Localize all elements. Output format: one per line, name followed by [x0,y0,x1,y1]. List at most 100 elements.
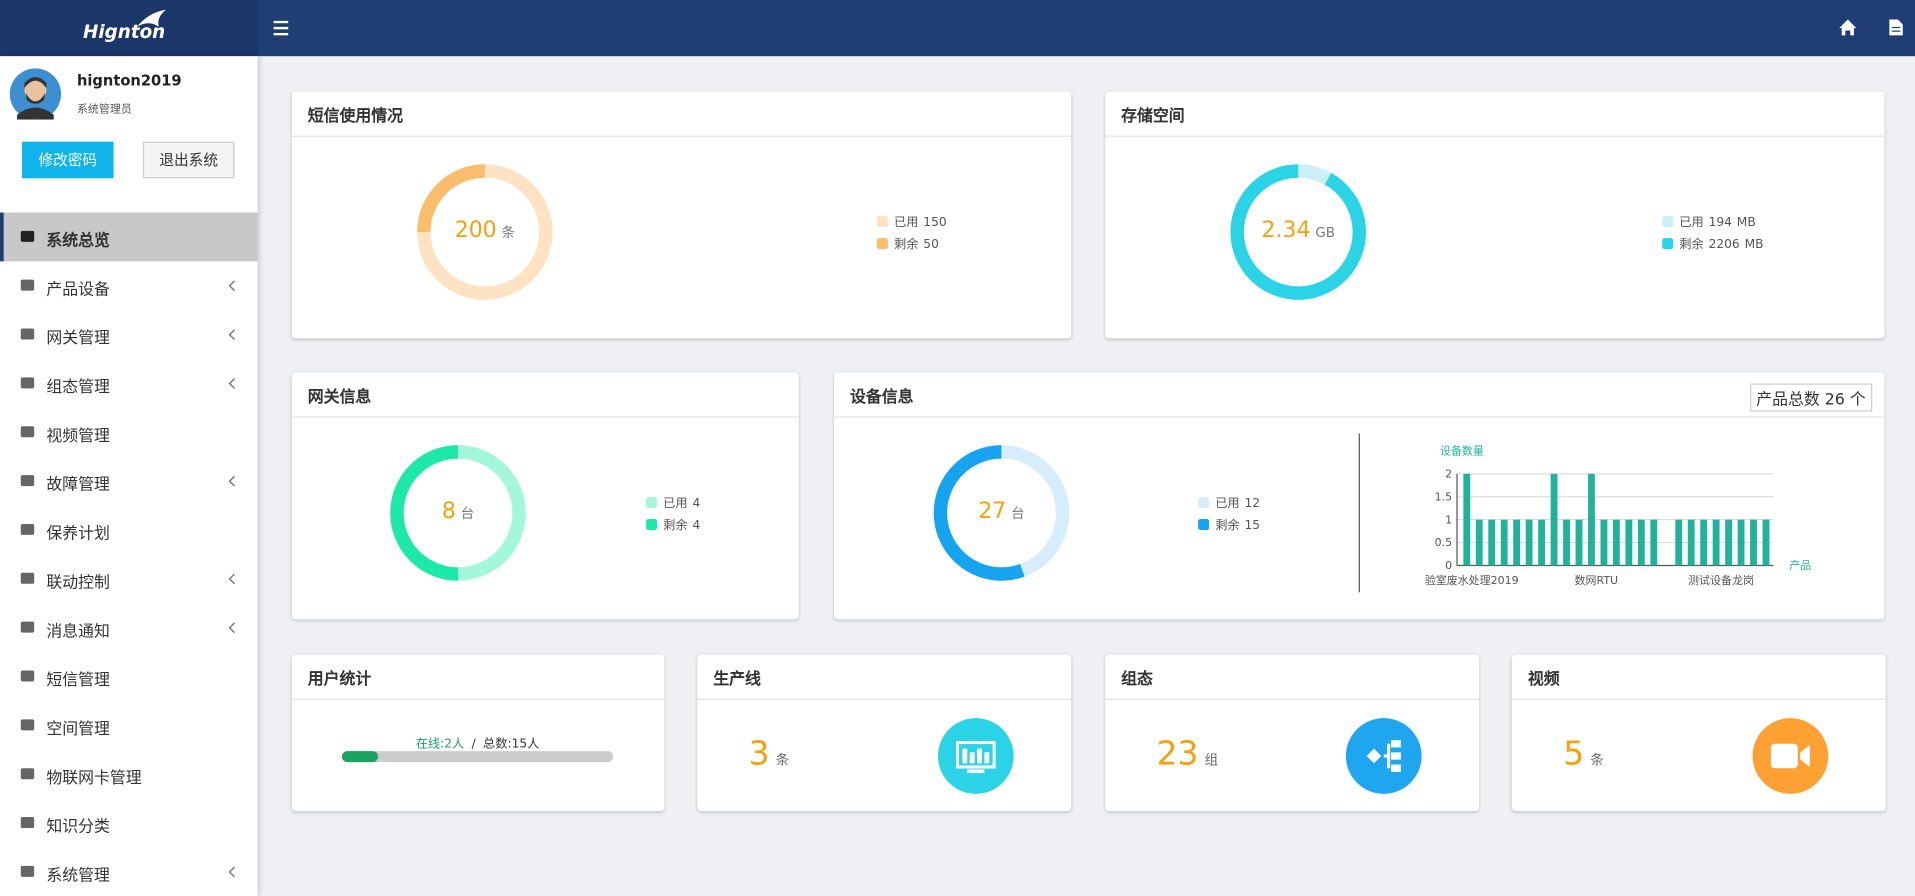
menu-item[interactable]: 消息通知 [0,603,258,652]
legend-name: 剩余 [893,238,919,252]
menu-icon [20,230,35,242]
legend-item: 已用 194 MB [1662,211,1756,230]
legend-value: 15 [1244,519,1261,533]
legend-name: 已用 [1215,497,1240,511]
icon-shape [20,670,35,682]
icon-shape [20,426,35,438]
card-title: 短信使用情况 [307,107,404,126]
menu-label: 短信管理 [46,671,110,691]
icon-shape [20,865,35,877]
menu-icon [20,670,35,682]
icon-shape [20,768,35,780]
center-unit: GB [1315,224,1335,241]
logout-button[interactable]: 退出系统 [142,141,235,179]
card-divider [291,698,665,700]
card-divider [1511,698,1886,700]
doc-icon[interactable] [1888,18,1904,36]
menu-icon [20,377,35,389]
menu-item[interactable]: 故障管理 [0,457,258,506]
legend-swatch [646,497,658,509]
menu-item[interactable]: 空间管理 [0,701,258,750]
legend-name: 剩余 [1679,238,1704,252]
online-value: 2 [444,737,453,752]
legend-swatch [1198,497,1210,509]
center-value: 2.34 [1261,217,1311,244]
stat-unit: 条 [775,752,790,769]
menu-label: 保养计划 [46,525,110,544]
menu-label: 物联网卡管理 [46,769,142,788]
menu-icon [20,621,35,633]
menu-item[interactable]: 系统管理 [0,848,258,896]
menu-item[interactable]: 网关管理 [0,310,258,359]
online-unit: 人 [452,737,465,752]
menu-label: 网关管理 [46,329,110,349]
menu-item[interactable]: 系统总览 [0,212,258,262]
chevron-line [228,378,236,389]
menu-item[interactable]: 物联网卡管理 [0,750,258,799]
stat-unit: 条 [1590,752,1604,769]
menu-label: 联动控制 [46,574,110,593]
menu-toggle[interactable] [273,20,291,36]
icon-shape [20,621,35,633]
card-title: 组态 [1121,670,1153,689]
top-bar [0,0,1915,57]
legend-item: 已用 12 [1198,492,1260,511]
icon-shape [20,230,35,242]
legend-item: 已用 4 [646,492,700,511]
legend-item: 剩余 50 [876,233,939,252]
center-unit: 台 [1011,505,1025,522]
stat-value: 5 [1563,735,1585,774]
card: 用户统计 [291,654,665,811]
change-password-button[interactable]: 修改密码 [21,141,114,179]
card-divider [1105,135,1885,137]
center-value: 27 [978,498,1007,524]
chevron [228,475,236,487]
menu-item[interactable]: 短信管理 [0,652,258,701]
card-title: 网关信息 [307,388,372,407]
card-divider [291,416,799,418]
menu-item[interactable]: 组态管理 [0,359,258,408]
card-divider [1105,698,1479,700]
user-stats-text: 在线:2人 / 总数:15人 [342,733,613,751]
total-unit: 人 [527,737,540,752]
legend-name: 已用 [893,216,919,230]
chevron [228,329,236,341]
menu-item[interactable]: 知识分类 [0,799,258,848]
menu-label: 视频管理 [46,427,110,446]
product-total: 产品总数 26 个 [1750,383,1872,412]
menu-item[interactable]: 联动控制 [0,554,258,603]
card-title: 设备信息 [850,388,914,407]
icon-shape [20,475,35,487]
stat-unit: 组 [1204,752,1219,769]
donut-center: 200 条 [418,217,552,243]
online: 在线:2人 [416,738,465,751]
stat-number: 23 组 [1157,735,1219,773]
icon-shape [20,328,35,340]
chevron [228,280,236,292]
chevron-line [228,622,236,634]
menu-item[interactable]: 产品设备 [0,261,258,310]
home-icon[interactable] [1838,18,1858,36]
menu-item[interactable]: 视频管理 [0,408,258,457]
card: 网关信息 [291,372,799,620]
stat-value: 23 [1156,735,1199,774]
card: 存储空间 [1105,91,1885,339]
menu-label: 消息通知 [46,622,110,642]
legend-item: 剩余 2206 MB [1662,233,1764,252]
menu-label: 产品设备 [46,280,110,300]
chevron-line [228,475,236,487]
total-value: 15 [511,737,528,752]
legend-item: 已用 150 [876,211,947,230]
legend-value: 4 [692,519,701,533]
online-label: 在线: [415,737,445,752]
card-title: 用户统计 [307,670,372,689]
donut-center: 27 台 [934,498,1068,524]
menu-item[interactable]: 保养计划 [0,506,258,555]
center-unit: 台 [460,505,475,522]
chevron [228,622,236,634]
card-title: 生产线 [713,670,761,689]
menu-icon [20,328,35,340]
